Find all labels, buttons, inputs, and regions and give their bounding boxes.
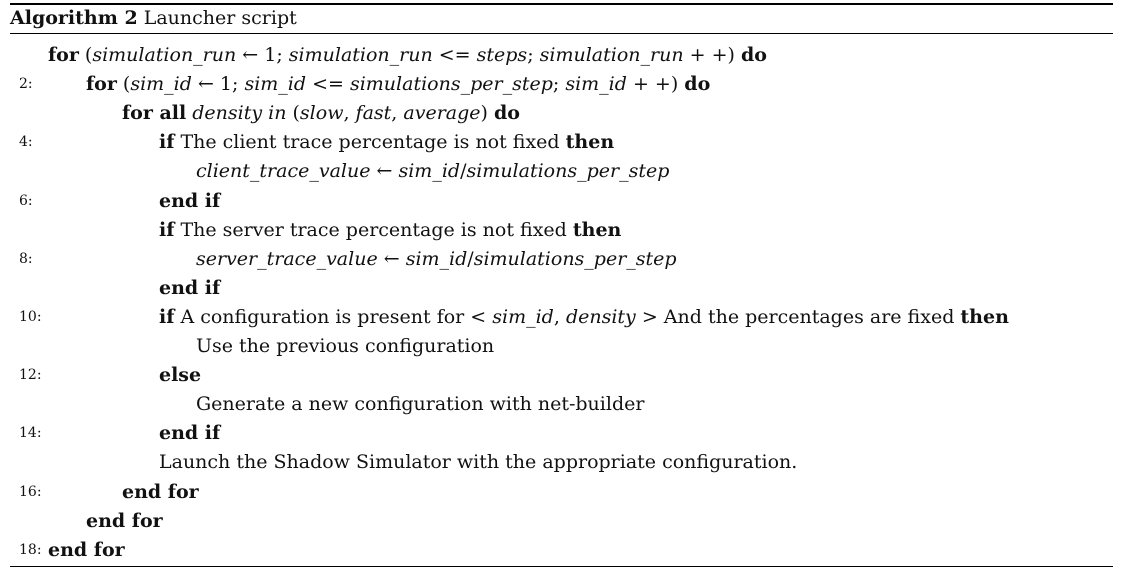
- algorithm-label: Algorithm 2: [10, 7, 138, 29]
- math-term: fast: [355, 102, 392, 125]
- text-segment: The server trace percentage is not fixed: [174, 218, 573, 241]
- math-term: sim_id: [398, 160, 461, 183]
- keyword: then: [960, 305, 1009, 328]
- algorithm-title: Launcher script: [143, 7, 297, 29]
- keyword: end if: [159, 189, 221, 212]
- text-segment: (: [286, 102, 300, 125]
- keyword: if: [159, 218, 175, 241]
- line-text: if The server trace percentage is not fi…: [159, 216, 621, 245]
- line-text: end if: [159, 419, 220, 448]
- line-text: for (sim_id ← 1; sim_id <= simulations_p…: [86, 70, 710, 99]
- line-text: else: [159, 361, 201, 390]
- keyword: end if: [159, 422, 221, 445]
- line-text: end for: [48, 536, 125, 565]
- top-rule: [10, 3, 1113, 5]
- math-term: density: [565, 305, 636, 328]
- text-segment: ;: [552, 73, 566, 96]
- line-number: 16:: [19, 483, 42, 500]
- math-term: simulations_per_step: [466, 160, 670, 183]
- keyword: end if: [159, 276, 221, 299]
- line-text: end if: [159, 274, 220, 303]
- keyword: if: [159, 131, 175, 154]
- line-number: 4:: [19, 134, 33, 151]
- keyword: then: [565, 131, 615, 154]
- text-segment: + +): [626, 73, 685, 96]
- line-text: for (simulation_run ← 1; simulation_run …: [48, 41, 767, 70]
- text-segment: (: [78, 44, 93, 66]
- text-segment: ,: [391, 102, 404, 125]
- line-number: 18:: [19, 541, 42, 558]
- caption-rule: [10, 33, 1113, 34]
- keyword: if: [159, 305, 175, 328]
- line-number: 8:: [19, 250, 33, 267]
- math-term: sim_id: [244, 73, 307, 96]
- text-segment: ←: [370, 160, 399, 183]
- keyword: end for: [48, 538, 125, 561]
- line-text: for all density in (slow, fast, average)…: [122, 99, 520, 128]
- text-segment: ): [480, 102, 494, 125]
- line-number: 12:: [19, 367, 42, 384]
- bottom-rule: [10, 566, 1113, 567]
- line-text: if The client trace percentage is not fi…: [159, 128, 614, 157]
- keyword: do: [684, 73, 711, 96]
- keyword: end for: [122, 480, 199, 503]
- math-term: simulation_run: [539, 44, 684, 66]
- algorithm-caption: Algorithm 2 Launcher script: [10, 6, 297, 30]
- math-term: average: [403, 102, 481, 125]
- text-segment: ← 1;: [191, 73, 245, 96]
- text-segment: <=: [306, 73, 350, 96]
- text-segment: A configuration is present for <: [174, 305, 493, 328]
- math-term: slow: [299, 102, 344, 125]
- keyword: do: [740, 44, 767, 66]
- line-text: server_trace_value ← sim_id/simulations_…: [196, 245, 677, 274]
- line-text: Use the previous configuration: [196, 332, 494, 361]
- line-number: 14:: [19, 425, 42, 442]
- line-text: client_trace_value ← sim_id/simulations_…: [196, 157, 669, 186]
- math-term: steps: [476, 44, 528, 66]
- text-segment: + +): [683, 44, 741, 66]
- line-text: if A configuration is present for < sim_…: [159, 303, 1009, 332]
- text-segment: The client trace percentage is not fixed: [174, 131, 566, 154]
- line-text: end for: [86, 507, 163, 536]
- text-segment: (: [116, 73, 131, 96]
- math-term: client_trace_value: [196, 160, 371, 183]
- text-segment: ,: [343, 102, 356, 125]
- text-segment: ← 1;: [236, 44, 289, 66]
- text-segment: /: [460, 160, 467, 183]
- keyword: end for: [86, 509, 163, 532]
- text-segment: Use the previous configuration: [196, 335, 495, 357]
- keyword: for all: [122, 102, 187, 125]
- math-term: simulations_per_step: [349, 73, 553, 96]
- line-text: end if: [159, 187, 220, 216]
- line-text: Generate a new configuration with net-bu…: [196, 390, 644, 419]
- line-number: 10:: [19, 308, 42, 325]
- keyword: else: [159, 364, 202, 387]
- text-segment: Launch the Shadow Simulator with the app…: [159, 451, 798, 474]
- line-text: Launch the Shadow Simulator with the app…: [159, 448, 797, 477]
- keyword: for: [48, 44, 79, 66]
- text-segment: ←: [377, 247, 406, 270]
- line-number: 2:: [19, 76, 33, 93]
- text-segment: > And the percentages are fixed: [635, 305, 961, 328]
- text-segment: Generate a new configuration with net-bu…: [196, 393, 645, 416]
- math-term: server_trace_value: [196, 247, 378, 270]
- math-term: density in: [192, 102, 287, 125]
- keyword: do: [493, 102, 520, 125]
- keyword: for: [86, 73, 117, 96]
- math-term: simulation_run: [288, 44, 433, 66]
- text-segment: <=: [432, 44, 477, 66]
- math-term: simulation_run: [92, 44, 237, 66]
- keyword: then: [572, 218, 622, 241]
- text-segment: ,: [553, 305, 566, 328]
- line-text: end for: [122, 478, 199, 507]
- math-term: simulations_per_step: [473, 247, 677, 270]
- math-term: sim_id: [130, 73, 192, 96]
- line-number: 6:: [19, 192, 33, 209]
- text-segment: /: [467, 247, 474, 270]
- math-term: sim_id: [565, 73, 627, 96]
- math-term: sim_id: [492, 305, 554, 328]
- math-term: sim_id: [405, 247, 468, 270]
- text-segment: ;: [527, 44, 540, 66]
